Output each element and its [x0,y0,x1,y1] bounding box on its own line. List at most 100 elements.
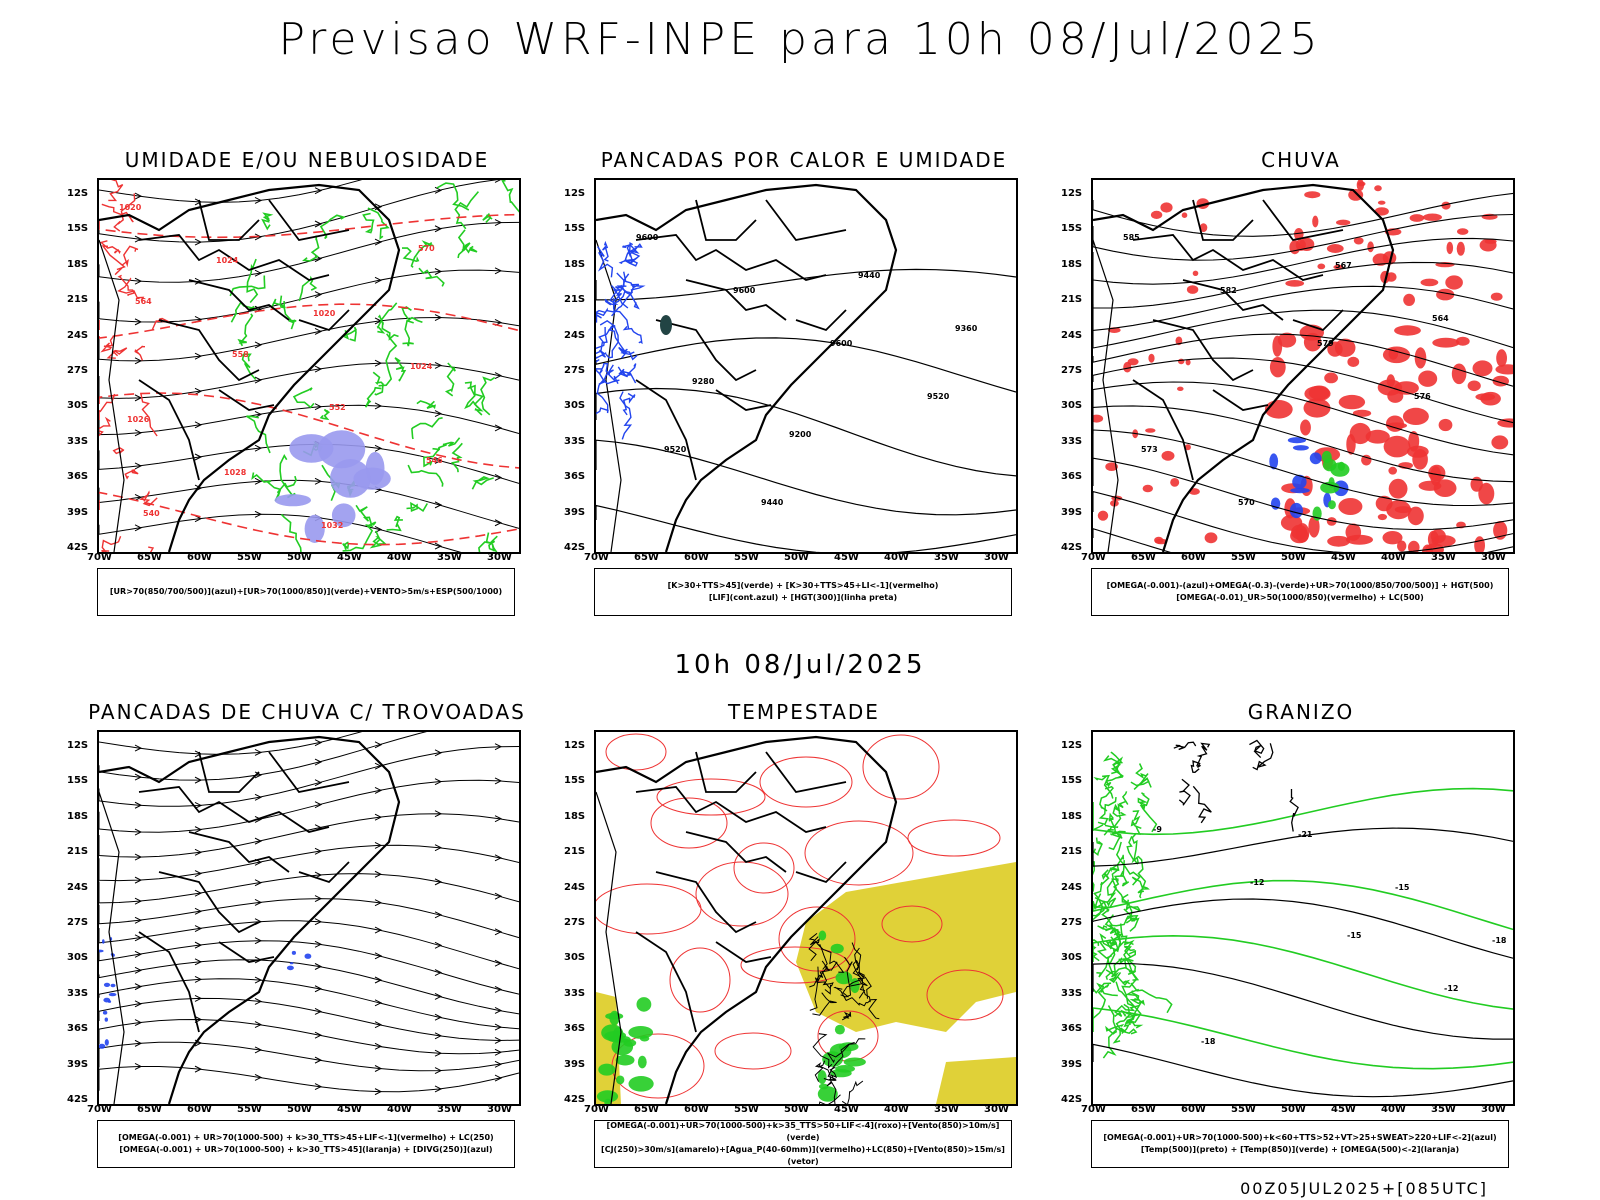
map-svg: -9 -12 -15 -12 -18 -21 -15 -18 [1093,739,1513,1098]
lon-label: 55W [734,552,759,563]
panel-title: GRANIZO [1247,700,1355,724]
contour-label: 1024 [410,362,433,371]
legend-line: [OMEGA(-0.01)_UR>50(1000/850)(vermelho) … [1176,593,1424,602]
lat-label: 21S [564,846,586,858]
lat-label: 18S [67,810,89,822]
contour-label: 9200 [789,430,812,439]
lat-label: 12S [564,188,586,199]
lat-label: 42S [67,542,89,553]
lon-label: 70W [87,552,112,563]
legend-box: [OMEGA(-0.001)-(azul)+OMEGA(-0.3)-(verde… [1091,568,1509,616]
lat-label: 15S [1061,223,1083,235]
legend-line: [OMEGA(-0.001)+UR>70(1000-500)+k<60+TTS>… [1103,1133,1497,1142]
lon-label: 45W [834,552,859,563]
lon-label: 35W [934,552,959,563]
lon-label: 60W [187,1104,212,1115]
contour-label: 1026 [127,415,150,424]
lon-label: 65W [137,552,162,563]
lat-label: 33S [1061,987,1083,999]
lat-label: 30S [1061,400,1083,412]
legend-box: [OMEGA(-0.001) + UR>70(1000-500) + k>30_… [97,1120,515,1168]
map-svg [596,733,1016,1104]
lon-label: 35W [1431,1104,1456,1115]
lon-label: 30W [487,552,512,563]
lat-label: 39S [1061,506,1083,518]
lon-label: 30W [984,1104,1009,1115]
lat-label: 24S [1061,881,1083,893]
lon-label: 40W [1381,1104,1406,1115]
lat-label: 18S [1061,258,1083,270]
legend-line: [OMEGA(-0.001)+UR>70(1000-500)+k>35_TTS>… [606,1121,1000,1142]
contour-label: 552 [329,403,346,412]
lat-label: 33S [1061,435,1083,447]
map-frame: -9 -12 -15 -12 -18 -21 -15 -18 [1091,730,1515,1106]
contour-label: 1028 [224,468,247,477]
contour-label: -15 [1347,931,1362,940]
lat-label: 15S [1061,775,1083,787]
lon-label: 40W [387,1104,412,1115]
lat-label: 39S [1061,1058,1083,1070]
lat-label: 15S [564,775,586,787]
contour-label: 9520 [664,445,687,454]
lon-label: 60W [1181,552,1206,563]
lon-label: 70W [1081,1104,1106,1115]
lon-label: 65W [1131,1104,1156,1115]
legend-box: [UR>70(850/700/500)](azul)+[UR>70(1000/8… [97,568,515,616]
lat-label: 33S [564,435,586,447]
lon-label: 40W [884,552,909,563]
lat-label: 30S [564,952,586,964]
legend-line: [OMEGA(-0.001) + UR>70(1000-500) + k>30_… [119,1145,493,1154]
lat-label: 30S [67,952,89,964]
lat-label: 24S [1061,329,1083,341]
lat-label: 21S [67,294,89,306]
lat-label: 42S [1061,1094,1083,1105]
contour-label: 582 [1220,286,1237,295]
lat-label: 30S [564,400,586,412]
map-frame: 585 582 579 576 573 570 567 564 [1091,178,1515,554]
lat-label: 12S [1061,188,1083,199]
lon-label: 65W [634,1104,659,1115]
lon-label: 50W [784,1104,809,1115]
lat-label: 36S [1061,471,1083,483]
lat-label: 42S [1061,542,1083,553]
map-svg: 9600 9600 9600 9520 9520 9440 9440 9360 9280 9200 [596,183,1016,552]
lon-label: 50W [1281,1104,1306,1115]
lat-label: 36S [564,471,586,483]
lon-label: 50W [287,552,312,563]
lat-label: 24S [564,329,586,341]
lon-label: 30W [984,552,1009,563]
lat-label: 30S [1061,952,1083,964]
lat-label: 36S [1061,1023,1083,1035]
contour-label: 567 [1335,261,1352,270]
lon-label: 30W [1481,552,1506,563]
contour-label: 573 [1141,445,1158,454]
lat-label: 12S [564,740,586,751]
lon-label: 65W [137,1104,162,1115]
lon-label: 40W [387,552,412,563]
legend-line: [Temp(500)](preto) + [Temp(850)](verde) … [1140,1145,1460,1154]
contour-label: 570 [1238,498,1255,507]
lon-label: 45W [834,1104,859,1115]
contour-label: 9280 [692,377,715,386]
contour-label: 9440 [761,498,784,507]
lon-label: 50W [287,1104,312,1115]
lat-label: 39S [67,506,89,518]
contour-label: 9600 [733,286,756,295]
lon-label: 45W [337,1104,362,1115]
lon-label: 70W [584,552,609,563]
lon-label: 35W [437,1104,462,1115]
lat-label: 27S [67,365,89,376]
lon-label: 70W [584,1104,609,1115]
map-frame [97,730,521,1106]
map-svg: 1020 1024 1020 1024 1026 1028 1032 570 564 558 552… [99,180,519,552]
lat-label: 21S [67,846,89,858]
footer-stamp: 00Z05JUL2025+[085UTC] [1240,1179,1488,1198]
contour-label: 1020 [119,203,142,212]
lat-label: 27S [564,917,586,928]
contour-label: 579 [1317,339,1334,348]
contour-label: 9440 [858,271,881,280]
contour-label: 9360 [955,324,978,333]
legend-box: [K>30+TTS>45](verde) + [K>30+TTS>45+LI<-… [594,568,1012,616]
panel-title: TEMPESTADE [728,700,880,724]
lon-label: 35W [437,552,462,563]
